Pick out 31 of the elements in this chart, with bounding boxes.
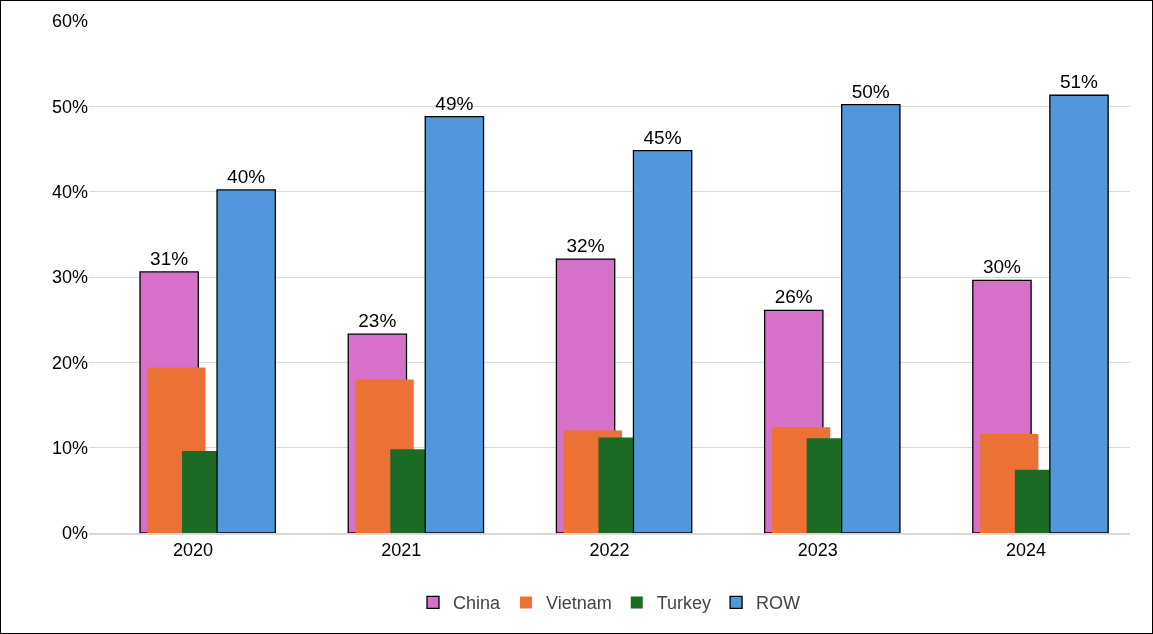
- data-label: 45%: [643, 126, 682, 148]
- x-tick-label: 2021: [381, 540, 422, 561]
- y-tick-label: 60%: [51, 11, 88, 32]
- y-tick-label: 40%: [51, 181, 88, 202]
- data-label: 31%: [150, 247, 189, 269]
- legend-label: China: [453, 593, 502, 614]
- data-label: 49%: [435, 92, 474, 114]
- bar: [632, 150, 693, 533]
- data-label: 32%: [566, 235, 605, 257]
- bar: [424, 115, 485, 533]
- data-label: 26%: [774, 286, 813, 308]
- x-tick-label: 2024: [1005, 540, 1046, 561]
- bar: [216, 189, 276, 533]
- x-tick-label: 2023: [797, 540, 838, 561]
- legend-label: Turkey: [656, 593, 712, 614]
- data-label: 51%: [1059, 71, 1099, 93]
- bar: [1049, 94, 1109, 533]
- data-label: 40%: [227, 165, 266, 187]
- legend-label: ROW: [756, 593, 801, 614]
- y-tick-label: 10%: [51, 437, 88, 458]
- bar: [840, 103, 901, 533]
- x-tick-label: 2020: [173, 540, 214, 561]
- y-tick-label: 20%: [51, 352, 88, 373]
- y-tick-label: 0%: [61, 523, 88, 544]
- data-label: 50%: [851, 80, 890, 102]
- y-tick-label: 30%: [51, 267, 88, 288]
- x-tick-label: 2022: [589, 540, 630, 561]
- y-tick-label: 50%: [51, 96, 88, 117]
- data-label: 30%: [982, 256, 1022, 278]
- legend-label: Vietnam: [546, 593, 612, 614]
- data-label: 23%: [358, 310, 397, 332]
